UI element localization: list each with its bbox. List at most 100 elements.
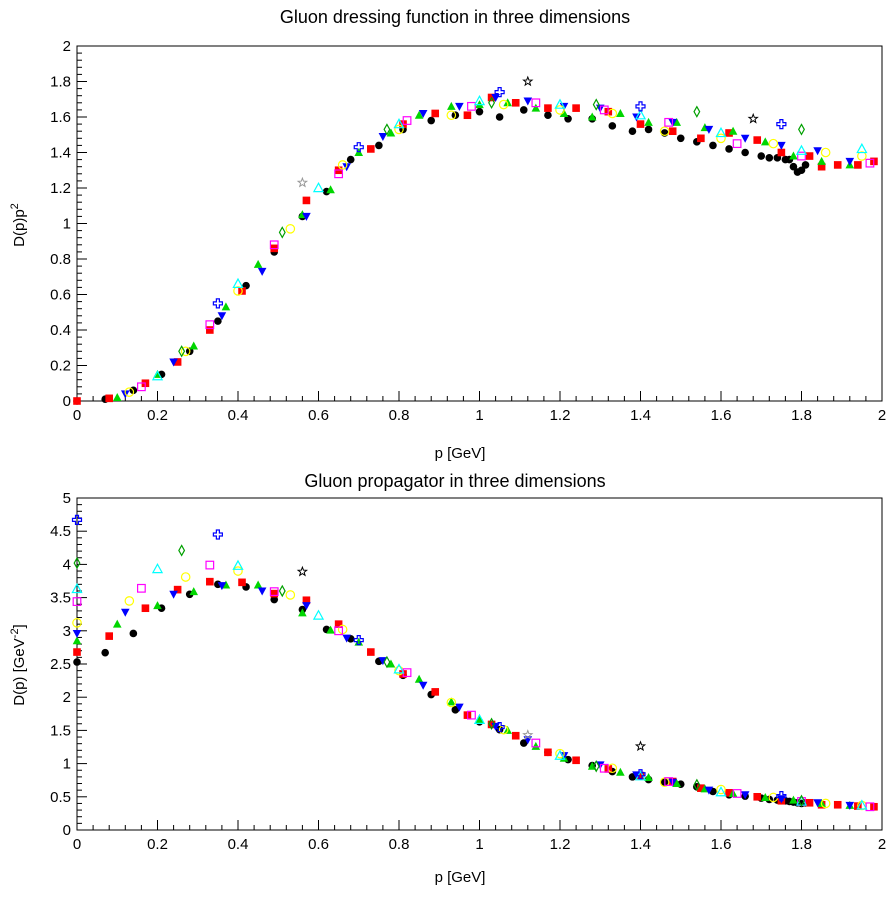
data-point <box>487 720 496 729</box>
data-point <box>845 801 855 810</box>
data-point <box>856 799 868 810</box>
data-point <box>531 103 541 112</box>
data-point <box>693 778 701 792</box>
y-tick-label: 4.5 <box>50 523 71 540</box>
data-point <box>833 161 842 169</box>
plot-frame <box>76 45 883 402</box>
data-point <box>801 161 810 169</box>
y-tick-label: 0 <box>63 393 71 410</box>
data-series <box>124 99 867 397</box>
data-point <box>817 156 826 165</box>
data-point <box>446 697 457 708</box>
data-point <box>178 544 186 557</box>
data-point <box>124 596 135 606</box>
data-point <box>173 358 182 366</box>
data-point <box>628 127 637 135</box>
data-point <box>676 134 685 143</box>
data-point <box>716 133 726 144</box>
data-point <box>554 98 566 109</box>
data-point <box>393 663 405 674</box>
data-point <box>112 392 122 401</box>
data-point <box>693 105 701 118</box>
y-tick-label: 0 <box>63 822 71 839</box>
data-point <box>777 148 786 157</box>
data-series <box>73 93 878 405</box>
data-point <box>129 629 138 638</box>
x-tick-label: 2 <box>878 836 886 853</box>
data-point <box>105 632 113 640</box>
data-point <box>72 597 82 606</box>
data-point <box>253 259 263 268</box>
data-point <box>725 145 733 153</box>
y-axis-label-main: D(p) [GeV <box>11 638 28 706</box>
data-point <box>857 151 867 161</box>
x-tick-label: 0.4 <box>228 836 249 853</box>
data-series <box>151 94 868 381</box>
data-point <box>740 134 750 143</box>
data-series <box>296 565 647 752</box>
data-point <box>523 97 533 106</box>
chart-title: Gluon dressing function in three dimensi… <box>280 7 630 27</box>
data-point <box>296 176 309 188</box>
data-series <box>73 580 810 808</box>
data-point <box>599 763 609 773</box>
data-point <box>635 101 646 112</box>
data-point <box>71 514 83 526</box>
y-tick-label: 5 <box>63 490 71 507</box>
data-point <box>101 648 109 657</box>
data-point <box>572 104 580 112</box>
data-point <box>402 116 412 125</box>
data-point <box>659 126 670 136</box>
data-point <box>427 116 436 125</box>
data-point <box>475 107 484 116</box>
data-point <box>463 111 472 120</box>
data-point <box>672 117 682 126</box>
y-tick-label: 3 <box>63 623 71 640</box>
data-point <box>353 634 364 646</box>
data-point <box>833 800 842 809</box>
data-point <box>544 748 552 757</box>
data-series <box>72 566 867 811</box>
data-point <box>813 799 822 808</box>
data-point <box>447 101 456 110</box>
data-point <box>760 137 770 146</box>
data-point <box>856 142 868 154</box>
data-point <box>725 789 733 797</box>
data-point <box>488 96 496 110</box>
data-point <box>302 596 311 605</box>
plot-frame <box>76 497 883 831</box>
data-point <box>221 302 231 311</box>
data-point <box>137 382 146 392</box>
x-tick-label: 0.4 <box>228 407 249 424</box>
data-point <box>797 151 806 161</box>
x-tick-label: 0.2 <box>147 836 168 853</box>
data-series <box>71 559 868 810</box>
data-point <box>817 162 826 171</box>
data-point <box>599 105 609 115</box>
data-point <box>393 118 405 129</box>
data-point <box>697 134 705 143</box>
data-point <box>494 87 505 98</box>
y-tick-label: 1.6 <box>50 109 71 126</box>
data-series <box>73 544 805 808</box>
y-tick-label: 1.8 <box>50 74 71 91</box>
y-tick-label: 1 <box>63 216 71 233</box>
data-point <box>495 113 504 121</box>
data-point <box>865 158 875 168</box>
data-point <box>798 794 805 808</box>
y-axis-label-superscript: -2 <box>9 628 21 638</box>
data-point <box>664 777 674 786</box>
data-point <box>431 109 440 118</box>
data-point <box>298 608 307 617</box>
data-point <box>278 584 286 598</box>
data-point <box>233 566 243 576</box>
data-point <box>511 731 520 740</box>
y-axis-label-main: D(p)p <box>11 209 28 247</box>
data-point <box>418 681 428 690</box>
data-point <box>285 590 296 600</box>
data-series <box>71 514 787 802</box>
data-point <box>378 133 388 142</box>
data-point <box>214 317 222 325</box>
data-point <box>73 658 81 666</box>
data-point <box>789 151 798 160</box>
